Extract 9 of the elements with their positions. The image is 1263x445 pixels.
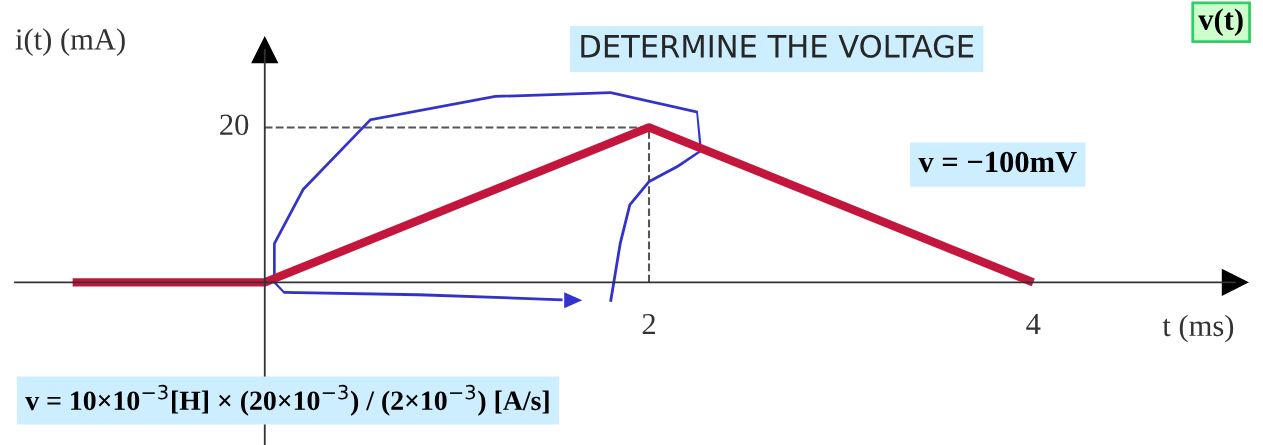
text: v(t): [1198, 8, 1243, 37]
y-axis-title: i(t) (mA): [15, 28, 125, 56]
x-axis-title: t (ms): [1162, 314, 1234, 343]
annotation: 20: [220, 114, 249, 136]
text: v = 10×10$^{−3}$[H] × (20×10$^{−3}$) / (2×10$^{−3}$) [A/s]: [25, 384, 549, 416]
chart-title: DETERMINE THE VOLTAGE: [581, 34, 974, 58]
annotation: v = −100mV: [918, 151, 1077, 173]
x-tick-label: 4: [1026, 314, 1041, 335]
x-tick-label: 2: [642, 313, 655, 335]
